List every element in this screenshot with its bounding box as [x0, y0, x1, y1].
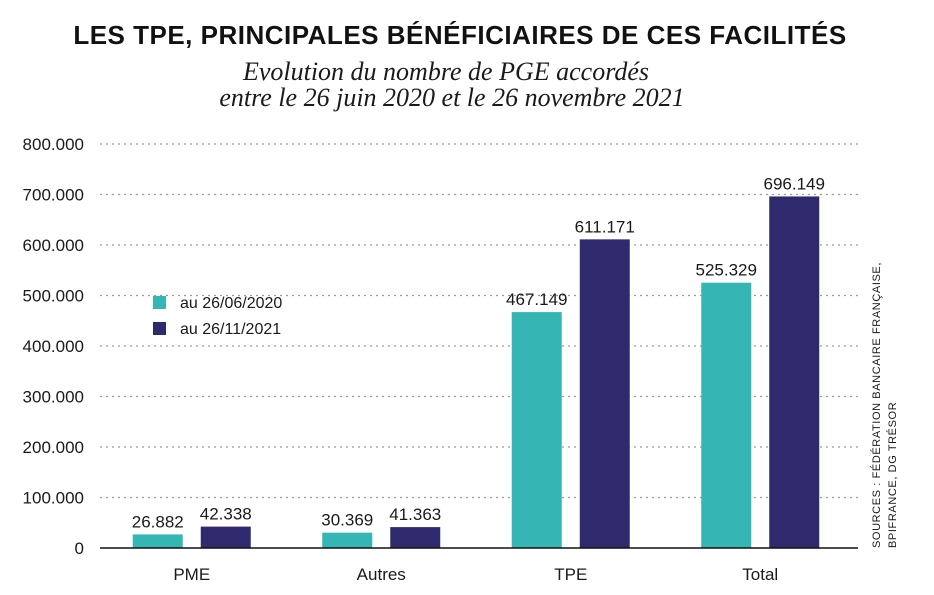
bar — [701, 282, 752, 548]
y-tick-label: 400.000 — [23, 337, 84, 356]
bar — [769, 196, 820, 548]
x-axis-ticks: PME Autres TPE Total — [173, 565, 778, 584]
bars — [132, 196, 820, 548]
y-tick-label: 100.000 — [23, 489, 84, 508]
data-labels: 26.882 42.338 30.369 41.363 467.149 611.171 52… — [132, 174, 825, 531]
data-label: 525.329 — [696, 261, 757, 280]
chart-subtitle-line1: Evolution du nombre de PGE accordés — [242, 57, 649, 86]
gridlines — [100, 143, 858, 499]
data-label: 30.369 — [321, 511, 373, 530]
legend-swatch-2020 — [153, 296, 166, 309]
bar — [200, 526, 251, 548]
source-line1: SOURCES : FÉDÉRATION BANCAIRE FRANÇAISE, — [870, 262, 883, 548]
source-line2: BPIFRANCE, DG TRÉSOR — [886, 402, 899, 548]
legend: au 26/06/2020 au 26/11/2021 — [153, 295, 282, 338]
source-note: SOURCES : FÉDÉRATION BANCAIRE FRANÇAISE,… — [870, 262, 899, 548]
y-tick-label: 0 — [75, 539, 84, 558]
legend-label-2021: au 26/11/2021 — [180, 321, 281, 338]
legend-swatch-2021 — [153, 322, 166, 335]
x-category-label: TPE — [554, 565, 587, 584]
data-label: 42.338 — [200, 505, 252, 524]
y-tick-label: 300.000 — [23, 388, 84, 407]
y-tick-label: 700.000 — [23, 186, 84, 205]
bar — [579, 239, 630, 548]
y-tick-label: 200.000 — [23, 438, 84, 457]
chart-title: LES TPE, PRINCIPALES BÉNÉFICIAIRES DE CE… — [73, 20, 846, 50]
chart-subtitle-line2: entre le 26 juin 2020 et le 26 novembre … — [219, 83, 684, 112]
data-label: 26.882 — [132, 512, 184, 531]
data-label: 41.363 — [389, 505, 441, 524]
x-category-label: Autres — [357, 565, 406, 584]
legend-label-2020: au 26/06/2020 — [180, 295, 282, 312]
bar — [390, 527, 441, 548]
y-axis-ticks: 0 100.000 200.000 300.000 400.000 500.000 600.… — [23, 135, 84, 558]
y-tick-label: 800.000 — [23, 135, 84, 154]
y-tick-label: 600.000 — [23, 236, 84, 255]
bar — [132, 534, 183, 548]
y-tick-label: 500.000 — [23, 287, 84, 306]
data-label: 696.149 — [764, 174, 825, 193]
data-label: 611.171 — [575, 217, 635, 236]
x-category-label: Total — [742, 565, 778, 584]
bar — [511, 312, 562, 548]
x-category-label: PME — [173, 565, 210, 584]
data-label: 467.149 — [506, 290, 567, 309]
bar — [322, 532, 373, 548]
